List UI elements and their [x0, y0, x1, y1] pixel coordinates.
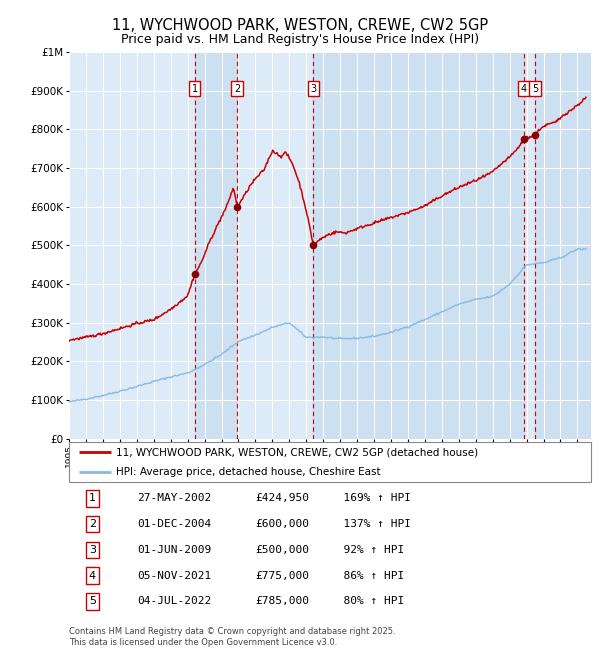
Bar [535, 52, 591, 439]
Text: 11, WYCHWOOD PARK, WESTON, CREWE, CW2 5GP (detached house): 11, WYCHWOOD PARK, WESTON, CREWE, CW2 5G… [116, 447, 478, 457]
Text: 1: 1 [191, 84, 197, 94]
Text: Price paid vs. HM Land Registry's House Price Index (HPI): Price paid vs. HM Land Registry's House … [121, 32, 479, 46]
Bar [194, 52, 237, 439]
Text: £600,000: £600,000 [255, 519, 309, 529]
Text: 11, WYCHWOOD PARK, WESTON, CREWE, CW2 5GP: 11, WYCHWOOD PARK, WESTON, CREWE, CW2 5G… [112, 18, 488, 33]
Text: 5: 5 [532, 84, 538, 94]
Text: 5: 5 [89, 597, 96, 606]
Text: 86% ↑ HPI: 86% ↑ HPI [330, 571, 404, 580]
Text: 2: 2 [234, 84, 240, 94]
Text: 4: 4 [521, 84, 527, 94]
Text: 4: 4 [89, 571, 96, 580]
Text: £785,000: £785,000 [255, 597, 309, 606]
Text: 3: 3 [310, 84, 316, 94]
Text: 80% ↑ HPI: 80% ↑ HPI [330, 597, 404, 606]
Text: 92% ↑ HPI: 92% ↑ HPI [330, 545, 404, 555]
Text: 01-DEC-2004: 01-DEC-2004 [137, 519, 211, 529]
Text: 27-MAY-2002: 27-MAY-2002 [137, 493, 211, 503]
Text: 04-JUL-2022: 04-JUL-2022 [137, 597, 211, 606]
Text: 1: 1 [89, 493, 96, 503]
FancyBboxPatch shape [69, 442, 591, 482]
Text: 169% ↑ HPI: 169% ↑ HPI [330, 493, 411, 503]
Text: HPI: Average price, detached house, Cheshire East: HPI: Average price, detached house, Ches… [116, 467, 380, 477]
Text: 3: 3 [89, 545, 96, 555]
Text: 137% ↑ HPI: 137% ↑ HPI [330, 519, 411, 529]
Text: 01-JUN-2009: 01-JUN-2009 [137, 545, 211, 555]
Text: £500,000: £500,000 [255, 545, 309, 555]
Text: 05-NOV-2021: 05-NOV-2021 [137, 571, 211, 580]
Text: 2: 2 [89, 519, 96, 529]
Text: £424,950: £424,950 [255, 493, 309, 503]
Text: £775,000: £775,000 [255, 571, 309, 580]
Text: Contains HM Land Registry data © Crown copyright and database right 2025.
This d: Contains HM Land Registry data © Crown c… [69, 627, 395, 647]
Bar [313, 52, 524, 439]
